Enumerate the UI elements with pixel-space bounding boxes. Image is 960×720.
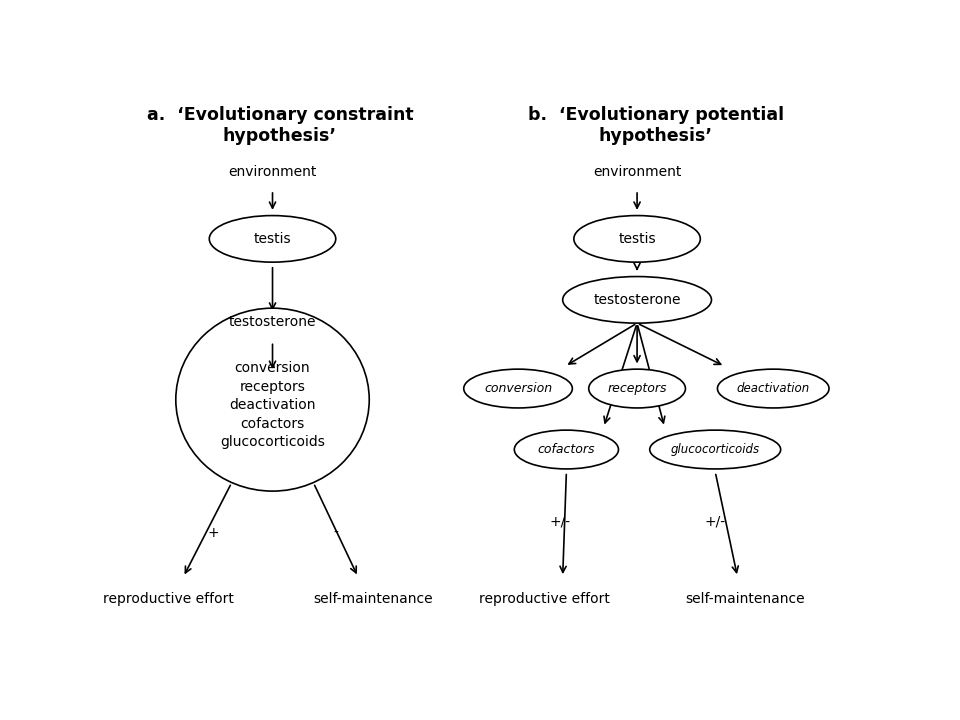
Ellipse shape (515, 430, 618, 469)
Text: glucocorticoids: glucocorticoids (671, 443, 759, 456)
Ellipse shape (650, 430, 780, 469)
Text: testis: testis (253, 232, 291, 246)
Text: a.  ‘Evolutionary constraint
hypothesis’: a. ‘Evolutionary constraint hypothesis’ (147, 106, 413, 145)
Ellipse shape (209, 215, 336, 262)
Text: receptors: receptors (608, 382, 667, 395)
Text: self-maintenance: self-maintenance (313, 593, 433, 606)
Text: conversion
receptors
deactivation
cofactors
glucocorticoids: conversion receptors deactivation cofact… (220, 361, 324, 449)
Text: +/-: +/- (705, 515, 726, 528)
Ellipse shape (574, 215, 700, 262)
Text: testis: testis (618, 232, 656, 246)
Text: testosterone: testosterone (228, 315, 316, 329)
Text: +: + (207, 526, 219, 540)
Text: -: - (333, 526, 338, 540)
Text: reproductive effort: reproductive effort (103, 593, 234, 606)
Text: self-maintenance: self-maintenance (685, 593, 804, 606)
Text: b.  ‘Evolutionary potential
hypothesis’: b. ‘Evolutionary potential hypothesis’ (528, 106, 783, 145)
Ellipse shape (717, 369, 829, 408)
Text: reproductive effort: reproductive effort (479, 593, 610, 606)
Text: environment: environment (593, 166, 682, 179)
Ellipse shape (176, 308, 370, 491)
Text: deactivation: deactivation (736, 382, 810, 395)
Text: conversion: conversion (484, 382, 552, 395)
Text: testosterone: testosterone (593, 293, 681, 307)
Ellipse shape (588, 369, 685, 408)
Text: environment: environment (228, 166, 317, 179)
Ellipse shape (464, 369, 572, 408)
Text: cofactors: cofactors (538, 443, 595, 456)
Text: +/-: +/- (550, 515, 571, 528)
Ellipse shape (563, 276, 711, 323)
